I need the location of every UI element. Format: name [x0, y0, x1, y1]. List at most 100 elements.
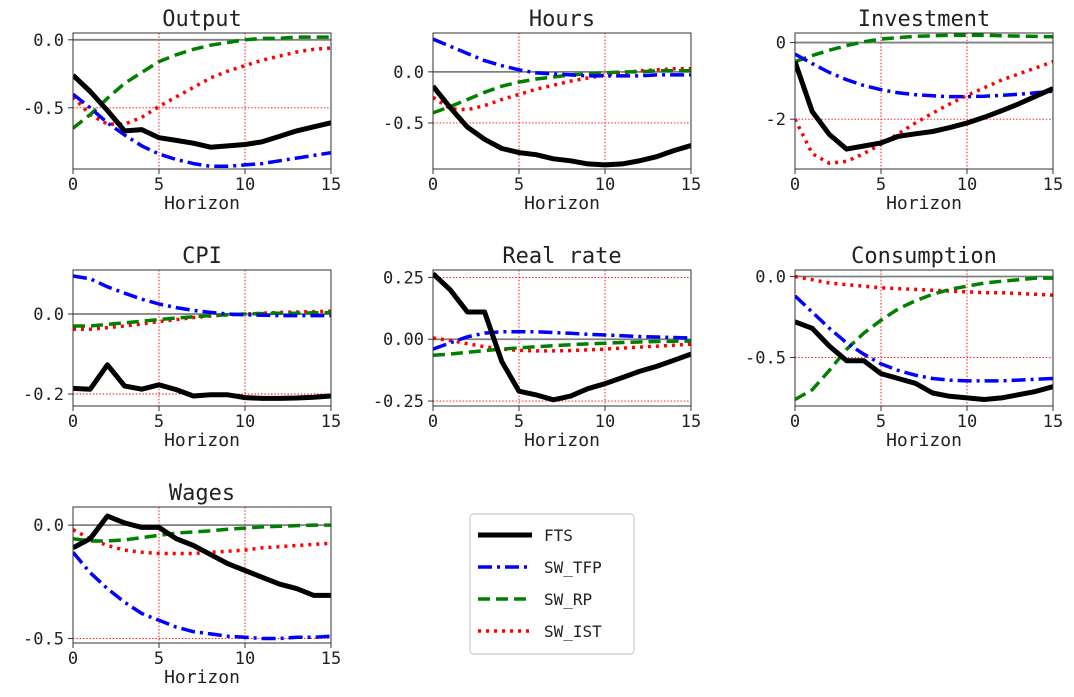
output-line-sw-ist — [73, 46, 331, 126]
legend-item-sw-tfp: SW_TFP — [478, 558, 602, 577]
investment-series — [795, 33, 1053, 166]
real-rate-xtick-10: 10 — [595, 412, 615, 432]
hours-xtick-10: 10 — [595, 175, 615, 195]
hours-ytick-0-5: -0.5 — [383, 114, 424, 134]
wages-ytick-0-5: -0.5 — [23, 629, 64, 649]
hours-line-sw-ist — [433, 67, 691, 112]
wages-frame — [72, 506, 332, 644]
consumption-series — [795, 274, 1053, 402]
cpi-frame — [72, 269, 332, 407]
hours-xtick-5: 5 — [514, 175, 524, 195]
cpi-ytick-0-2: -0.2 — [23, 385, 64, 405]
panel-output: 0 5 10 15 0.0 -0.5 Output Horizon — [23, 7, 341, 214]
investment-title: Investment — [858, 7, 990, 32]
output-grid — [73, 33, 331, 169]
consumption-line-sw-ist — [795, 274, 1053, 297]
investment-xtick-15: 15 — [1043, 175, 1063, 195]
cpi-series — [73, 274, 331, 401]
legend-item-sw-ist: SW_IST — [478, 622, 602, 641]
legend-label-sw-ist: SW_IST — [544, 622, 602, 641]
wages-xtick-15: 15 — [321, 649, 341, 669]
consumption-frame — [794, 269, 1054, 407]
output-xtick-0: 0 — [68, 175, 78, 195]
cpi-line-fts — [73, 362, 331, 401]
panel-consumption: 0 5 10 15 0.0 -0.5 Consumption Horizon — [745, 244, 1063, 451]
output-series — [73, 35, 331, 169]
investment-xlabel: Horizon — [886, 193, 962, 214]
consumption-xtick-5: 5 — [876, 412, 886, 432]
panel-hours: 0 5 10 15 0.0 -0.5 Hours Horizon — [383, 7, 701, 214]
real-rate-ytick-0-00: 0.00 — [383, 330, 424, 350]
hours-xlabel: Horizon — [524, 193, 600, 214]
legend-item-sw-rp: SW_RP — [478, 590, 592, 609]
real-rate-frame — [432, 269, 692, 407]
cpi-xtick-10: 10 — [235, 412, 255, 432]
cpi-line-sw-tfp — [73, 274, 331, 318]
output-frame — [72, 32, 332, 170]
output-title: Output — [162, 7, 241, 32]
wages-line-sw-tfp — [73, 551, 331, 641]
consumption-line-fts — [795, 319, 1053, 402]
investment-ytick-0: 0 — [776, 34, 786, 54]
legend-label-sw-rp: SW_RP — [544, 590, 592, 609]
consumption-title: Consumption — [851, 244, 997, 269]
consumption-xtick-10: 10 — [957, 412, 977, 432]
investment-frame — [794, 32, 1054, 170]
consumption-line-sw-rp — [795, 276, 1053, 402]
hours-frame — [432, 32, 692, 170]
investment-xtick-0: 0 — [790, 175, 800, 195]
investment-grid — [795, 33, 1053, 169]
consumption-ytick-0-5: -0.5 — [745, 348, 786, 368]
wages-xtick-5: 5 — [154, 649, 164, 669]
hours-title: Hours — [529, 7, 595, 32]
cpi-grid — [73, 270, 331, 406]
consumption-ytick-0-0: 0.0 — [755, 267, 786, 287]
output-xtick-15: 15 — [321, 175, 341, 195]
output-line-sw-tfp — [73, 92, 331, 169]
real-rate-series — [433, 271, 691, 403]
hours-grid — [433, 33, 691, 169]
cpi-xtick-15: 15 — [321, 412, 341, 432]
panel-real-rate: 0 5 10 15 0.25 0.00 -0.25 Real rate Horizon — [373, 244, 701, 451]
hours-ytick-0-0: 0.0 — [393, 63, 424, 83]
output-line-sw-rp — [73, 35, 331, 130]
real-rate-xtick-15: 15 — [681, 412, 701, 432]
investment-line-sw-tfp — [795, 52, 1053, 99]
investment-line-sw-ist — [795, 60, 1053, 166]
wages-xtick-0: 0 — [68, 649, 78, 669]
hours-line-sw-rp — [433, 69, 691, 115]
consumption-xtick-0: 0 — [790, 412, 800, 432]
hours-xtick-15: 15 — [681, 175, 701, 195]
wages-series — [73, 513, 331, 641]
real-rate-line-sw-tfp — [433, 330, 691, 351]
output-line-fts — [73, 73, 331, 150]
legend-label-fts: FTS — [544, 526, 573, 545]
real-rate-ytick-0-25: 0.25 — [383, 268, 424, 288]
wages-line-fts — [73, 513, 331, 598]
wages-line-sw-rp — [73, 523, 331, 543]
wages-title: Wages — [169, 481, 235, 506]
consumption-xlabel: Horizon — [886, 430, 962, 451]
cpi-xtick-0: 0 — [68, 412, 78, 432]
real-rate-line-fts — [433, 271, 691, 403]
hours-xtick-0: 0 — [428, 175, 438, 195]
consumption-line-sw-tfp — [795, 294, 1053, 383]
real-rate-title: Real rate — [502, 244, 621, 269]
output-ytick-0-5: -0.5 — [23, 99, 64, 119]
consumption-xtick-15: 15 — [1043, 412, 1063, 432]
wages-xlabel: Horizon — [164, 667, 240, 688]
wages-xtick-10: 10 — [235, 649, 255, 669]
output-xtick-10: 10 — [235, 175, 255, 195]
legend-item-fts: FTS — [478, 526, 573, 545]
wages-ytick-0-0: 0.0 — [33, 516, 64, 536]
real-rate-xtick-5: 5 — [514, 412, 524, 432]
real-rate-xtick-0: 0 — [428, 412, 438, 432]
output-xlabel: Horizon — [164, 193, 240, 214]
investment-xtick-5: 5 — [876, 175, 886, 195]
legend-label-sw-tfp: SW_TFP — [544, 558, 602, 577]
output-ytick-0-0: 0.0 — [33, 31, 64, 51]
cpi-title: CPI — [182, 244, 222, 269]
legend-frame — [469, 513, 635, 655]
cpi-xtick-5: 5 — [154, 412, 164, 432]
cpi-line-sw-rp — [73, 311, 331, 328]
